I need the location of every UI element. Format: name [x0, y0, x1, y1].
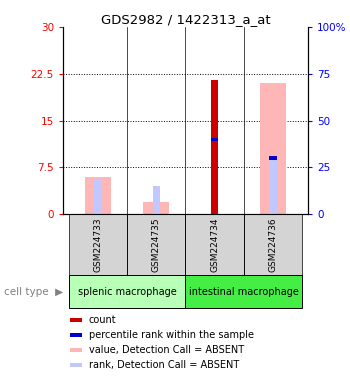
Text: intestinal macrophage: intestinal macrophage	[189, 287, 299, 297]
Text: GSM224735: GSM224735	[152, 217, 161, 272]
Text: rank, Detection Call = ABSENT: rank, Detection Call = ABSENT	[89, 360, 239, 371]
Text: splenic macrophage: splenic macrophage	[78, 287, 176, 297]
Bar	[85, 177, 111, 214]
Bar	[70, 318, 83, 322]
Bar	[70, 364, 83, 367]
Bar	[211, 80, 218, 214]
Text: GSM224733: GSM224733	[93, 217, 103, 272]
Bar	[260, 83, 286, 214]
Bar	[244, 214, 302, 275]
Bar	[153, 186, 160, 214]
Bar	[70, 333, 83, 337]
Text: GSM224734: GSM224734	[210, 218, 219, 272]
Text: GSM224736: GSM224736	[268, 217, 278, 272]
Bar	[269, 156, 277, 160]
Bar	[127, 214, 186, 275]
Title: GDS2982 / 1422313_a_at: GDS2982 / 1422313_a_at	[101, 13, 270, 26]
Bar	[186, 275, 302, 308]
Bar	[69, 275, 186, 308]
Bar	[211, 137, 218, 141]
Text: value, Detection Call = ABSENT: value, Detection Call = ABSENT	[89, 345, 244, 355]
Bar	[269, 158, 277, 214]
Text: count: count	[89, 315, 116, 325]
Bar	[186, 214, 244, 275]
Bar	[70, 348, 83, 352]
Text: cell type  ▶: cell type ▶	[4, 287, 63, 297]
Bar	[69, 214, 127, 275]
Text: percentile rank within the sample: percentile rank within the sample	[89, 330, 254, 340]
Bar	[143, 202, 169, 214]
Bar	[94, 180, 102, 214]
